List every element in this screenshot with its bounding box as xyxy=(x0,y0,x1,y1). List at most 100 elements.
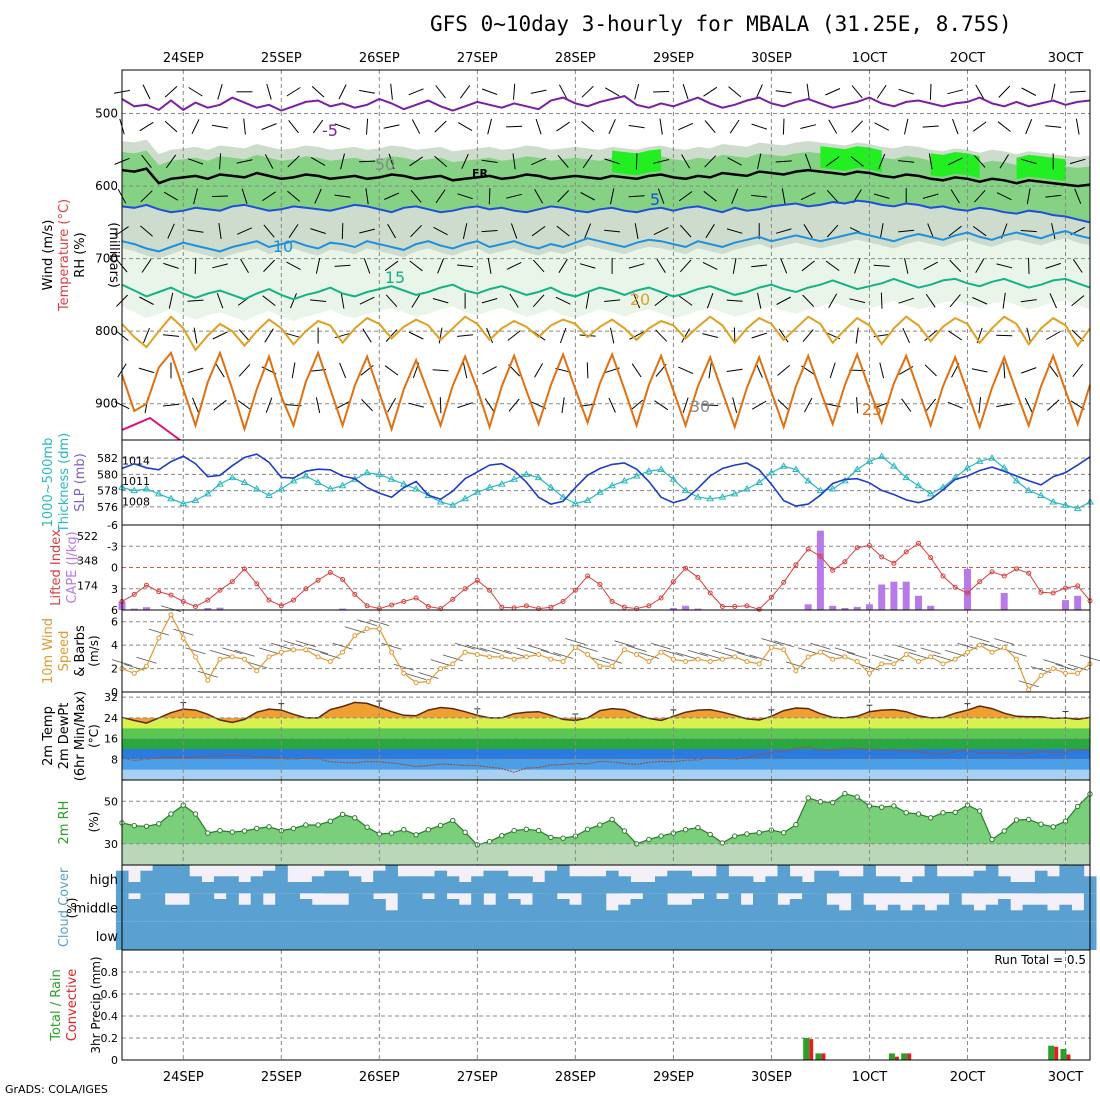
wind-barb xyxy=(657,188,665,204)
cloud-cell xyxy=(606,870,619,894)
lifted-marker xyxy=(536,606,542,612)
cloud-cell xyxy=(459,921,472,950)
cloud-cell xyxy=(642,882,656,894)
wind-barb xyxy=(679,259,692,273)
wind10-marker xyxy=(805,654,811,660)
wind10-marker xyxy=(364,626,370,632)
wind10-barb xyxy=(1018,680,1039,688)
thickness-marker xyxy=(890,462,898,469)
wind-barb xyxy=(828,119,838,134)
slp-side-label: SLP (mb) xyxy=(73,453,88,512)
wind-barb xyxy=(1003,362,1006,379)
thickness-marker xyxy=(436,498,445,505)
wind-barb xyxy=(508,398,520,412)
cloud-cell xyxy=(446,921,460,950)
cloud-cell xyxy=(802,921,815,950)
wind-barb xyxy=(187,299,204,302)
cloud-cell xyxy=(422,876,435,894)
cloud-cell xyxy=(152,921,166,950)
cape-bar xyxy=(143,607,150,610)
wind-barb xyxy=(630,399,644,411)
wind-barb xyxy=(928,153,933,170)
thickness-marker xyxy=(522,470,531,477)
date-label-bottom: 1OCT xyxy=(852,1070,888,1085)
wind10-marker xyxy=(389,649,395,655)
cape-bar xyxy=(865,604,873,610)
cloud-cell xyxy=(606,921,619,950)
wind-barb xyxy=(998,85,1011,98)
cloud-cell xyxy=(655,893,668,922)
thickness-marker xyxy=(632,472,641,479)
wind-barb xyxy=(628,195,645,198)
wind10-marker xyxy=(425,679,431,684)
cloud-cell xyxy=(851,893,864,922)
wind10-marker xyxy=(1014,656,1019,662)
cloud-cell xyxy=(593,921,607,950)
rh2m-marker xyxy=(364,824,370,830)
cloud-cell xyxy=(875,876,889,894)
thickness-marker xyxy=(485,483,494,490)
wind-barb xyxy=(1051,83,1056,100)
cloud-cell xyxy=(1022,904,1036,922)
date-label-bottom: 28SEP xyxy=(555,1070,596,1085)
lifted-marker xyxy=(719,604,725,609)
cloud-cell xyxy=(422,921,435,950)
wind10-barb xyxy=(393,663,414,671)
wind-barb xyxy=(972,297,988,305)
wind-barb xyxy=(310,299,327,302)
wind10-marker xyxy=(879,661,885,667)
wind-barb xyxy=(315,397,321,414)
cloud-cell xyxy=(226,921,239,950)
wind-barb xyxy=(509,293,519,308)
cape-bar xyxy=(915,595,922,610)
cloud-cell xyxy=(655,876,668,894)
wind-barb xyxy=(702,261,718,270)
wind-barb xyxy=(237,400,252,411)
rh2m-side-label: 2m RH xyxy=(57,801,72,845)
isotherm-5 xyxy=(121,199,1091,224)
date-label-bottom: 24SEP xyxy=(163,1070,204,1085)
lifted-marker xyxy=(327,570,333,575)
wind-barb xyxy=(876,84,887,99)
cape-bar xyxy=(890,581,898,610)
lifted-marker xyxy=(597,582,603,587)
cloud-row-label: middle xyxy=(74,902,118,917)
wind-barb xyxy=(264,154,274,169)
cloud-cell xyxy=(740,876,754,894)
thickness-marker xyxy=(608,481,617,489)
cloud-cell xyxy=(777,921,791,950)
wind10-marker xyxy=(817,649,823,655)
wind-barb xyxy=(535,118,542,135)
precip-run-total: Run Total = 0.5 xyxy=(994,953,1086,967)
wind10-barb xyxy=(822,649,843,657)
wind10-barb xyxy=(148,628,169,636)
wind-barb xyxy=(1045,125,1062,128)
wind-barb xyxy=(310,228,326,234)
wind10-barb xyxy=(528,645,549,652)
wind-barb xyxy=(975,84,985,99)
lifted-marker xyxy=(817,553,823,559)
wind10-marker xyxy=(719,656,725,662)
wind-barb xyxy=(457,122,473,132)
cloud-cell xyxy=(618,921,631,950)
wind10-marker xyxy=(793,668,799,674)
cape-tick: 522 xyxy=(77,530,98,543)
wind-barb xyxy=(777,399,790,412)
thickness-marker xyxy=(216,480,224,487)
cape-tick: 174 xyxy=(77,579,98,592)
thickness-marker xyxy=(265,491,273,498)
wind-barb xyxy=(408,331,424,340)
lifted-marker xyxy=(315,577,321,583)
cloud-cell xyxy=(532,921,546,950)
wind10-marker xyxy=(340,649,346,655)
wind-barb xyxy=(142,84,151,100)
wind-barb xyxy=(1020,158,1037,165)
cloud-cell xyxy=(851,876,864,894)
wind-barb xyxy=(898,229,915,233)
wind10-tick: 2 xyxy=(111,663,118,676)
thickness-marker xyxy=(559,493,567,500)
wind-barb xyxy=(947,401,963,409)
wind-barb xyxy=(238,364,251,377)
rh2m-marker xyxy=(205,830,211,836)
wind-barb xyxy=(457,334,474,337)
